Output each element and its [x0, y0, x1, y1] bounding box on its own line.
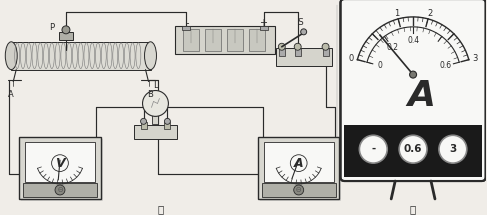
Text: A: A	[294, 157, 303, 170]
Bar	[262, 183, 336, 197]
Bar	[152, 112, 158, 124]
Text: 0.4: 0.4	[407, 36, 419, 45]
Bar	[182, 26, 190, 30]
Circle shape	[143, 91, 169, 116]
Bar	[23, 183, 97, 197]
Text: 0: 0	[378, 61, 383, 70]
Bar	[260, 139, 341, 201]
Bar	[205, 29, 221, 51]
Text: 0.6: 0.6	[440, 61, 452, 70]
Circle shape	[399, 135, 427, 163]
Bar	[141, 122, 147, 129]
Text: 0.6: 0.6	[404, 144, 422, 154]
Text: 乙: 乙	[410, 204, 416, 214]
Bar	[227, 29, 243, 51]
Circle shape	[322, 43, 329, 50]
Text: 3: 3	[449, 144, 456, 154]
Text: V: V	[55, 157, 65, 170]
Bar	[249, 29, 265, 51]
Text: A: A	[8, 89, 14, 98]
Bar	[133, 125, 177, 139]
Text: 1: 1	[394, 9, 399, 18]
Bar	[264, 142, 334, 182]
Bar	[59, 32, 73, 40]
Bar	[322, 48, 329, 56]
Circle shape	[294, 43, 301, 50]
Text: 甲: 甲	[157, 204, 164, 214]
Bar	[279, 48, 285, 56]
Ellipse shape	[145, 42, 156, 70]
Text: -: -	[186, 18, 189, 28]
Circle shape	[62, 26, 70, 34]
Bar	[25, 142, 95, 182]
Text: Θ: Θ	[57, 187, 63, 193]
Bar	[260, 26, 268, 30]
Ellipse shape	[5, 42, 17, 70]
Text: L: L	[153, 81, 158, 90]
Circle shape	[300, 29, 307, 35]
FancyBboxPatch shape	[340, 0, 486, 181]
Bar	[258, 137, 339, 199]
Bar	[11, 42, 150, 70]
Circle shape	[410, 71, 416, 78]
Text: -: -	[371, 144, 375, 154]
Bar	[344, 125, 482, 177]
Text: S: S	[298, 18, 303, 27]
Text: Θ: Θ	[296, 187, 301, 193]
Circle shape	[165, 118, 170, 124]
Text: B: B	[148, 89, 153, 98]
Circle shape	[278, 43, 285, 50]
Text: +: +	[259, 18, 267, 28]
Text: A: A	[407, 80, 435, 114]
Bar	[175, 26, 275, 54]
Text: 2: 2	[427, 9, 432, 18]
Circle shape	[294, 185, 304, 195]
Bar	[276, 48, 332, 66]
Text: P: P	[50, 23, 55, 32]
Text: 0: 0	[349, 54, 354, 63]
Bar	[295, 48, 300, 56]
Circle shape	[55, 185, 65, 195]
Text: 3: 3	[472, 54, 477, 63]
Bar	[165, 122, 170, 129]
Bar	[21, 139, 103, 201]
Circle shape	[439, 135, 467, 163]
Bar	[183, 29, 199, 51]
Bar	[19, 137, 101, 199]
Text: 0.2: 0.2	[387, 43, 399, 52]
Circle shape	[359, 135, 387, 163]
Circle shape	[141, 118, 147, 124]
